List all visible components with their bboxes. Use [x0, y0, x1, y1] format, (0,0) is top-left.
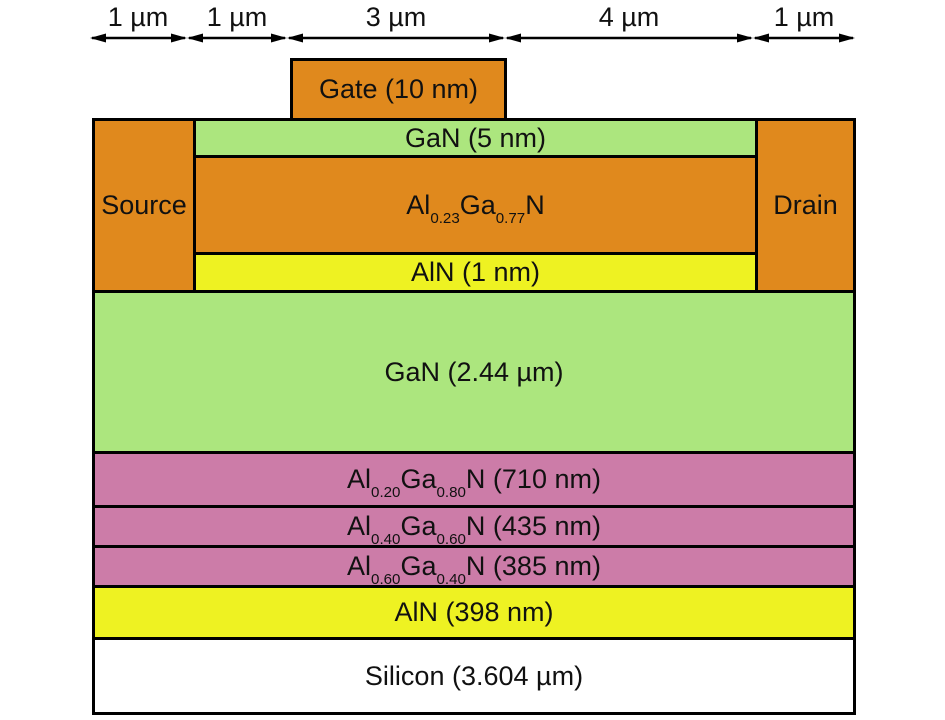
layer-silicon-substrate: Silicon (3.604 µm)	[92, 637, 856, 715]
layer-algan-buffer-710: Al0.20Ga0.80N (710 nm)	[92, 451, 856, 508]
layer-gan-cap-label: GaN (5 nm)	[404, 122, 547, 153]
layer-algan-buffer-435: Al0.40Ga0.60N (435 nm)	[92, 505, 856, 548]
gate-label: Gate (10 nm)	[318, 74, 479, 104]
layer-aln-spacer: AlN (1 nm)	[193, 252, 758, 293]
source-contact: Source	[92, 118, 196, 293]
gate-block: Gate (10 nm)	[290, 58, 507, 121]
source-label: Source	[101, 190, 187, 220]
layer-gan-cap: GaN (5 nm)	[193, 118, 758, 158]
dimension-label: 1 µm	[773, 2, 835, 32]
dimension-label: 1 µm	[206, 2, 268, 32]
drain-label: Drain	[773, 190, 838, 220]
layer-algan-buffer-385-label: Al0.60Ga0.40N (385 nm)	[347, 551, 601, 589]
layer-gan-channel: GaN (2.44 µm)	[92, 290, 856, 454]
drain-contact: Drain	[755, 118, 856, 293]
layer-aln-nucleation: AlN (398 nm)	[92, 585, 856, 640]
layer-gan-channel-label: GaN (2.44 µm)	[384, 356, 564, 387]
layer-aln-nucleation-label: AlN (398 nm)	[394, 597, 554, 627]
layer-algan-buffer-385: Al0.60Ga0.40N (385 nm)	[92, 545, 856, 588]
dimension-label: 1 µm	[107, 2, 169, 32]
layer-silicon-substrate-label: Silicon (3.604 µm)	[364, 660, 584, 691]
layer-algan-buffer-710-label: Al0.20Ga0.80N (710 nm)	[347, 464, 601, 502]
dimension-arrows	[90, 33, 855, 43]
layer-aln-spacer-label: AlN (1 nm)	[410, 257, 540, 287]
dimension-label: 4 µm	[598, 2, 660, 32]
layer-algan-barrier: Al0.23Ga0.77N	[193, 155, 758, 255]
layer-algan-barrier-label: Al0.23Ga0.77N	[406, 189, 545, 227]
dimension-label: 3 µm	[365, 2, 427, 32]
layer-algan-buffer-435-label: Al0.40Ga0.60N (435 nm)	[347, 511, 601, 549]
